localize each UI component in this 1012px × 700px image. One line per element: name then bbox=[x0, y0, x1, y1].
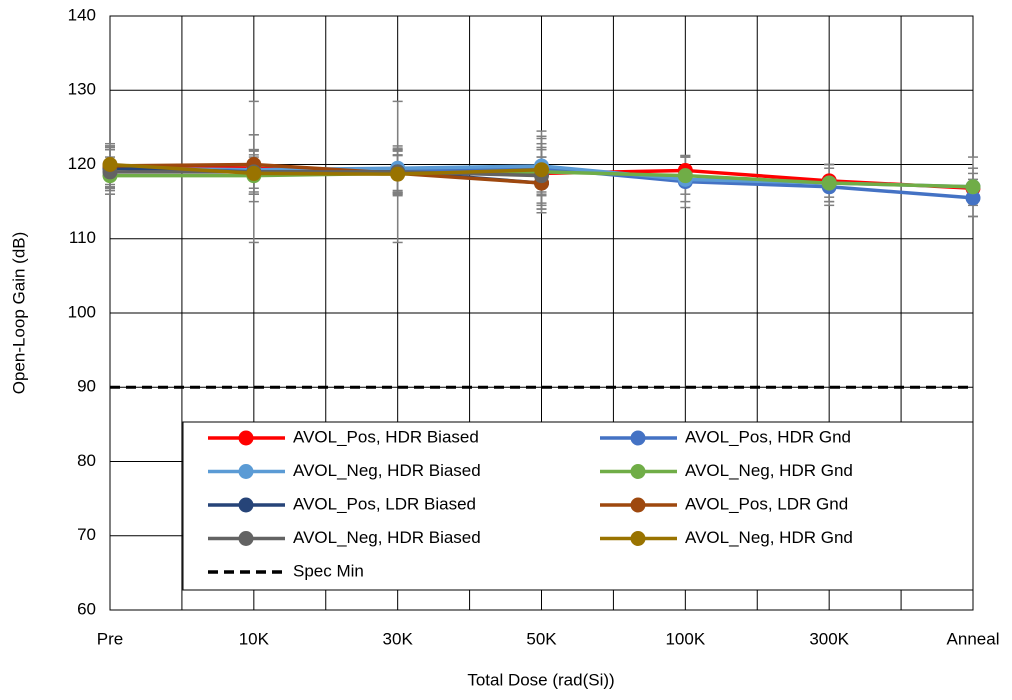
series-line bbox=[110, 170, 542, 178]
y-tick-label: 80 bbox=[77, 451, 96, 470]
legend-box bbox=[182, 421, 974, 591]
legend-label: AVOL_Pos, HDR Gnd bbox=[685, 427, 851, 446]
series-line bbox=[109, 162, 542, 176]
y-tick-label: 140 bbox=[68, 5, 96, 24]
legend-label: AVOL_Neg, HDR Gnd bbox=[685, 461, 853, 480]
y-tick-label: 110 bbox=[69, 228, 96, 247]
marker bbox=[821, 175, 837, 191]
x-tick-label: 100K bbox=[665, 629, 705, 648]
x-axis-title: Total Dose (rad(Si)) bbox=[467, 670, 614, 689]
legend-marker bbox=[238, 430, 254, 446]
legend-marker bbox=[238, 464, 254, 479]
legend-label: AVOL_Neg, HDR Gnd bbox=[685, 528, 853, 547]
plot-border bbox=[109, 15, 974, 611]
legend-marker bbox=[630, 430, 646, 446]
x-tick-label: Anneal bbox=[947, 629, 1000, 648]
legend-label: AVOL_Pos, LDR Gnd bbox=[685, 494, 848, 513]
marker bbox=[965, 190, 981, 206]
legend-label: AVOL_Neg, HDR Biased bbox=[293, 528, 481, 547]
x-tick-label: Pre bbox=[97, 629, 123, 648]
y-tick-label: 60 bbox=[77, 599, 96, 618]
marker bbox=[534, 162, 549, 178]
x-tick-label: 10K bbox=[239, 629, 270, 648]
y-tick-label: 120 bbox=[68, 154, 96, 173]
legend-marker bbox=[238, 497, 254, 513]
y-tick-label: 130 bbox=[68, 80, 96, 99]
y-tick-label: 70 bbox=[77, 525, 96, 544]
legend-label: AVOL_Neg, HDR Biased bbox=[293, 461, 481, 480]
marker bbox=[390, 166, 406, 182]
series-line bbox=[109, 162, 542, 185]
y-tick-label: 90 bbox=[77, 377, 96, 396]
legend-label: Spec Min bbox=[293, 561, 364, 580]
marker bbox=[246, 165, 262, 181]
legend-label: AVOL_Pos, LDR Biased bbox=[293, 494, 476, 513]
marker bbox=[677, 168, 693, 184]
legend-marker bbox=[630, 464, 646, 479]
x-tick-label: 30K bbox=[383, 629, 414, 648]
x-tick-label: 300K bbox=[809, 629, 849, 648]
legend-marker bbox=[630, 531, 646, 546]
x-tick-label: 50K bbox=[526, 629, 557, 648]
legend-label: AVOL_Pos, HDR Biased bbox=[293, 427, 479, 446]
legend-marker bbox=[630, 497, 646, 513]
y-tick-label: 100 bbox=[68, 302, 96, 321]
legend-marker bbox=[238, 531, 254, 546]
y-axis-title: Open-Loop Gain (dB) bbox=[9, 232, 28, 395]
marker bbox=[102, 157, 118, 172]
marker bbox=[965, 179, 981, 195]
